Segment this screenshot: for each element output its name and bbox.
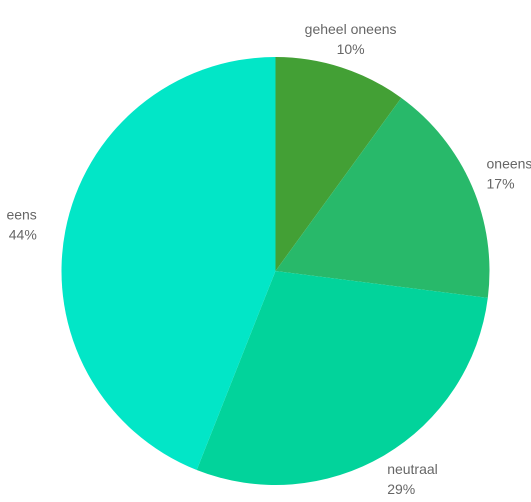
pie-slice-oneens	[275, 97, 490, 298]
pie-slice-neutraal	[196, 271, 488, 485]
slice-percent-eens: 44%	[9, 227, 37, 243]
slice-label-oneens: oneens	[487, 156, 531, 172]
pie-labels: geheel oneens 10% oneens 17% neutraal 29% eens…	[6, 21, 531, 497]
pie-slices	[61, 57, 490, 485]
pie-slice-geheel-oneens	[275, 57, 402, 271]
slice-percent-geheel-oneens: 10%	[337, 41, 365, 57]
pie-slice-eens	[61, 57, 276, 470]
slice-label-neutraal: neutraal	[387, 461, 438, 477]
slice-label-eens: eens	[6, 207, 36, 223]
slice-percent-neutraal: 29%	[387, 481, 415, 497]
slice-label-geheel-oneens: geheel oneens	[305, 21, 397, 37]
slice-percent-oneens: 17%	[487, 176, 515, 192]
